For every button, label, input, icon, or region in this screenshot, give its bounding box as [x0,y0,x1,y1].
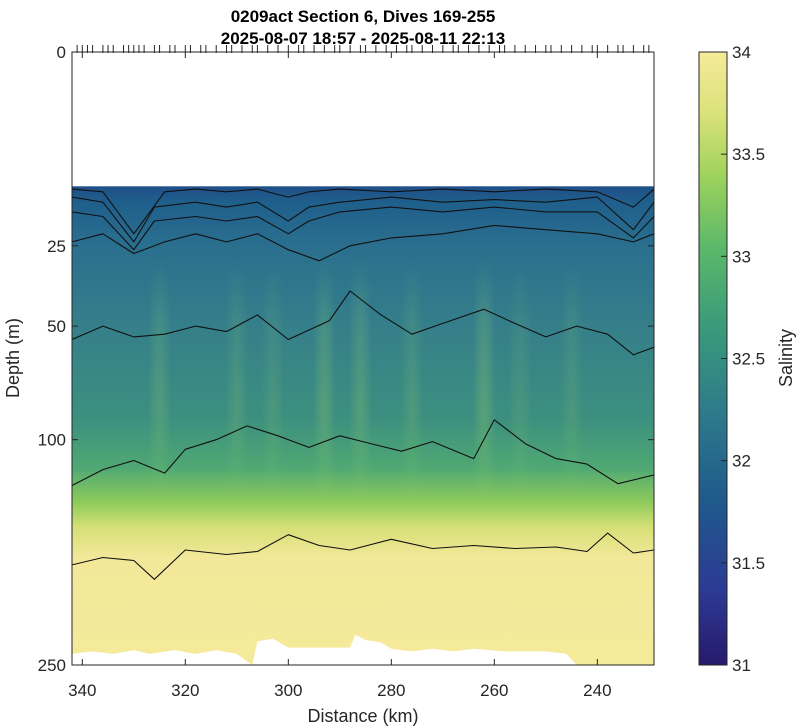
contour-line-1 [72,196,654,243]
colorbar-label: Salinity [776,329,796,387]
y-tick-label-4: 250 [38,656,66,675]
fresh-band-4 [355,257,366,511]
x-tick-label-0: 340 [68,681,96,700]
fresh-band-0 [154,257,165,511]
colorbar-tick-label-6: 34 [732,43,751,62]
y-tick-label-3: 100 [38,431,66,450]
contour-lines [72,188,654,580]
x-tick-label-4: 260 [480,681,508,700]
plot-frame [71,51,655,666]
contour-line-4 [72,290,654,356]
fresh-band-6 [479,257,490,511]
fresh-band-5 [406,257,417,511]
x-tick-label-1: 320 [171,681,199,700]
fresh-band-7 [515,257,526,511]
fresher-water-bands [154,257,577,511]
colorbar-tick-label-0: 31 [732,656,751,675]
contour-line-2 [72,206,654,251]
colorbar-ticks: 31 31.5 32 32.5 33 33.5 34 [721,43,765,675]
colorbar-tick-label-3: 32.5 [732,350,765,369]
contour-line-3 [72,224,654,262]
fresh-band-1 [231,257,242,511]
y-tick-label-0: 0 [57,43,66,62]
contour-line-0 [72,188,654,235]
colorbar-tick-label-4: 33 [732,247,751,266]
contour-line-6 [72,532,654,580]
y-axis-label: Depth (m) [3,318,23,398]
y-axis: 0 25 50 100 250 [38,43,654,675]
colorbar-tick-label-1: 31.5 [732,554,765,573]
chart-title-line-1: 0209act Section 6, Dives 169-255 [231,7,496,26]
bottom-mask [72,634,577,665]
y-tick-label-1: 25 [47,237,66,256]
x-tick-label-5: 240 [583,681,611,700]
colorbar: 31 31.5 32 32.5 33 33.5 34 Salinity [698,43,796,675]
x-tick-label-3: 280 [377,681,405,700]
x-axis: 340 320 300 280 260 240 [68,52,612,700]
colorbar-tick-label-2: 32 [732,452,751,471]
chart-title-line-2: 2025-08-07 18:57 - 2025-08-11 22:13 [221,29,506,48]
fresh-band-8 [566,257,577,511]
plot-area: 340 320 300 280 260 240 0 25 50 100 250 [38,43,655,700]
x-axis-label: Distance (km) [307,706,418,726]
y-tick-label-2: 50 [47,317,66,336]
x-tick-label-2: 300 [274,681,302,700]
colorbar-tick-label-5: 33.5 [732,145,765,164]
fresh-band-2 [267,257,278,511]
fresh-band-3 [319,257,330,511]
contour-line-5 [72,419,654,486]
